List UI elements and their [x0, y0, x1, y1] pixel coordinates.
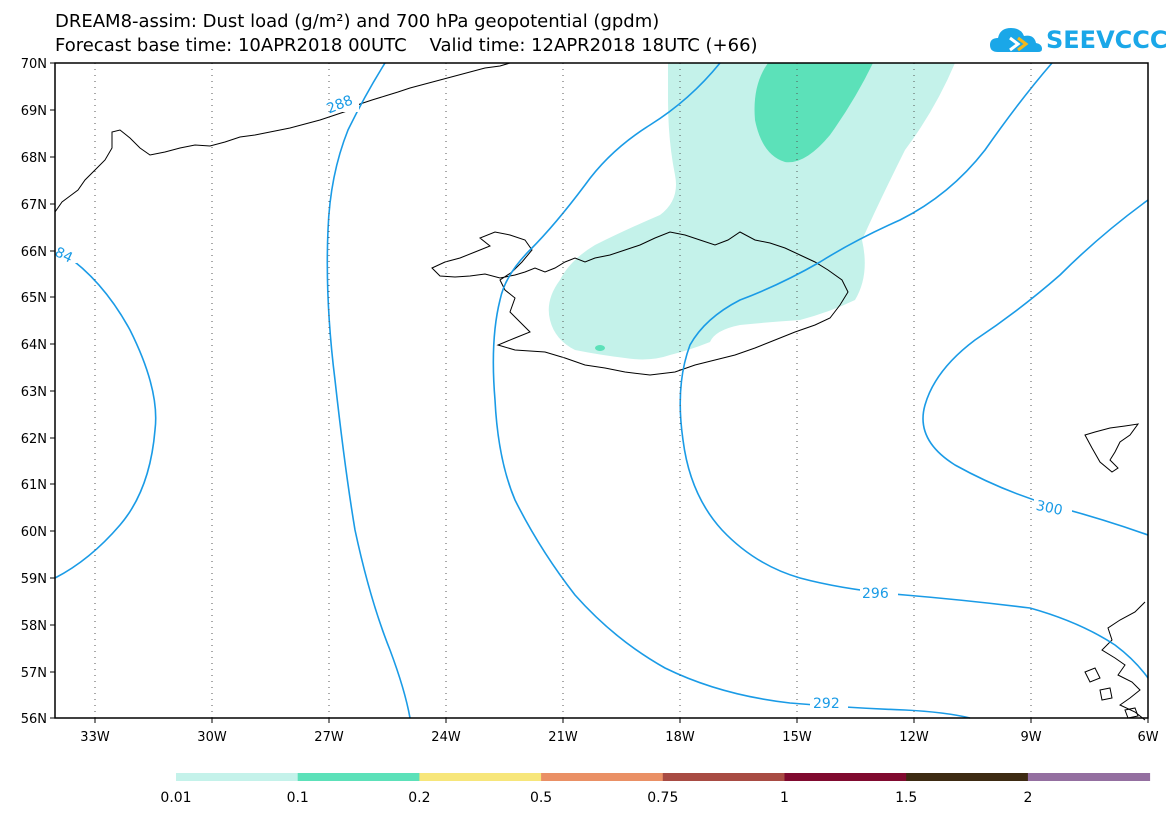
dust-load-shading: [548, 63, 955, 360]
lat-label: 63N: [21, 385, 47, 400]
contour-label-296: 296: [862, 586, 889, 602]
lon-label: 33W: [80, 730, 110, 745]
geopotential-contours: [54, 62, 1149, 719]
contour-label-292: 292: [813, 696, 840, 712]
lat-label: 59N: [21, 572, 47, 587]
scotland-coast: [1101, 601, 1146, 721]
greenland-coast: [54, 62, 511, 213]
cloud-logo-icon: [990, 28, 1042, 52]
lat-label: 64N: [21, 338, 47, 353]
colorbar-segment: [784, 773, 907, 781]
colorbar-label: 0.2: [408, 790, 430, 806]
lat-label: 58N: [21, 619, 47, 634]
lat-label: 70N: [21, 57, 47, 72]
coastlines: [54, 62, 1146, 721]
lon-label: 9W: [1020, 730, 1041, 745]
dust-spot: [595, 345, 605, 351]
lon-label: 15W: [782, 730, 812, 745]
lon-label: 6W: [1137, 730, 1158, 745]
colorbar-label: 0.1: [287, 790, 309, 806]
faroe-islands: [1084, 423, 1140, 473]
dust-area-mid: [754, 63, 873, 163]
lon-label: 21W: [548, 730, 578, 745]
axis-ticks: [50, 62, 1149, 723]
colorbar-segment: [906, 773, 1029, 781]
colorbar-label: 2: [1023, 790, 1032, 806]
lat-label: 57N: [21, 666, 47, 681]
contour-label-284: 84: [52, 244, 75, 266]
contour-296: [679, 62, 1149, 679]
lon-label: 18W: [665, 730, 695, 745]
map-subtitle: Forecast base time: 10APR2018 00UTC Vali…: [55, 35, 758, 56]
contour-292: [492, 62, 971, 719]
colorbar-label: 0.5: [530, 790, 552, 806]
scotland-islands: [1084, 667, 1139, 719]
lat-label: 68N: [21, 151, 47, 166]
lat-label: 60N: [21, 525, 47, 540]
colorbar-label: 1.5: [895, 790, 917, 806]
lat-label: 61N: [21, 478, 47, 493]
contour-labels: 288 84 292 296 300: [52, 92, 1072, 712]
colorbar-segment: [541, 773, 664, 781]
lat-label: 62N: [21, 432, 47, 447]
map-frame: [54, 62, 1149, 719]
lat-label: 66N: [21, 245, 47, 260]
colorbar-label: 0.01: [160, 790, 191, 806]
iceland-coast: [431, 231, 849, 376]
latitude-labels: 70N 69N 68N 67N 66N 65N 64N 63N 62N 61N …: [21, 57, 47, 727]
colorbar-label: 0.75: [647, 790, 678, 806]
logo-text: SEEVCCC: [1046, 26, 1168, 54]
lat-label: 67N: [21, 198, 47, 213]
seevccc-logo: SEEVCCC: [988, 22, 1168, 58]
lat-label: 56N: [21, 712, 47, 727]
colorbar-segment: [176, 773, 299, 781]
contour-288: [326, 62, 411, 719]
longitude-labels: 33W 30W 27W 24W 21W 18W 15W 12W 9W 6W: [80, 730, 1158, 745]
lon-label: 24W: [431, 730, 461, 745]
colorbar-segment: [297, 773, 420, 781]
colorbar: 0.01 0.1 0.2 0.5 0.75 1 1.5 2: [160, 773, 1151, 806]
contour-300: [922, 199, 1149, 536]
lon-label: 27W: [314, 730, 344, 745]
colorbar-segment: [419, 773, 542, 781]
map-title: DREAM8-assim: Dust load (g/m²) and 700 h…: [55, 11, 660, 32]
colorbar-segment: [1027, 773, 1151, 781]
colorbar-segment: [662, 773, 785, 781]
lon-label: 12W: [899, 730, 929, 745]
colorbar-label: 1: [780, 790, 789, 806]
contour-284: [54, 247, 157, 579]
dust-area-low: [548, 63, 955, 360]
lat-label: 65N: [21, 291, 47, 306]
lon-label: 30W: [197, 730, 227, 745]
lat-label: 69N: [21, 104, 47, 119]
contour-label-300: 300: [1034, 498, 1063, 519]
